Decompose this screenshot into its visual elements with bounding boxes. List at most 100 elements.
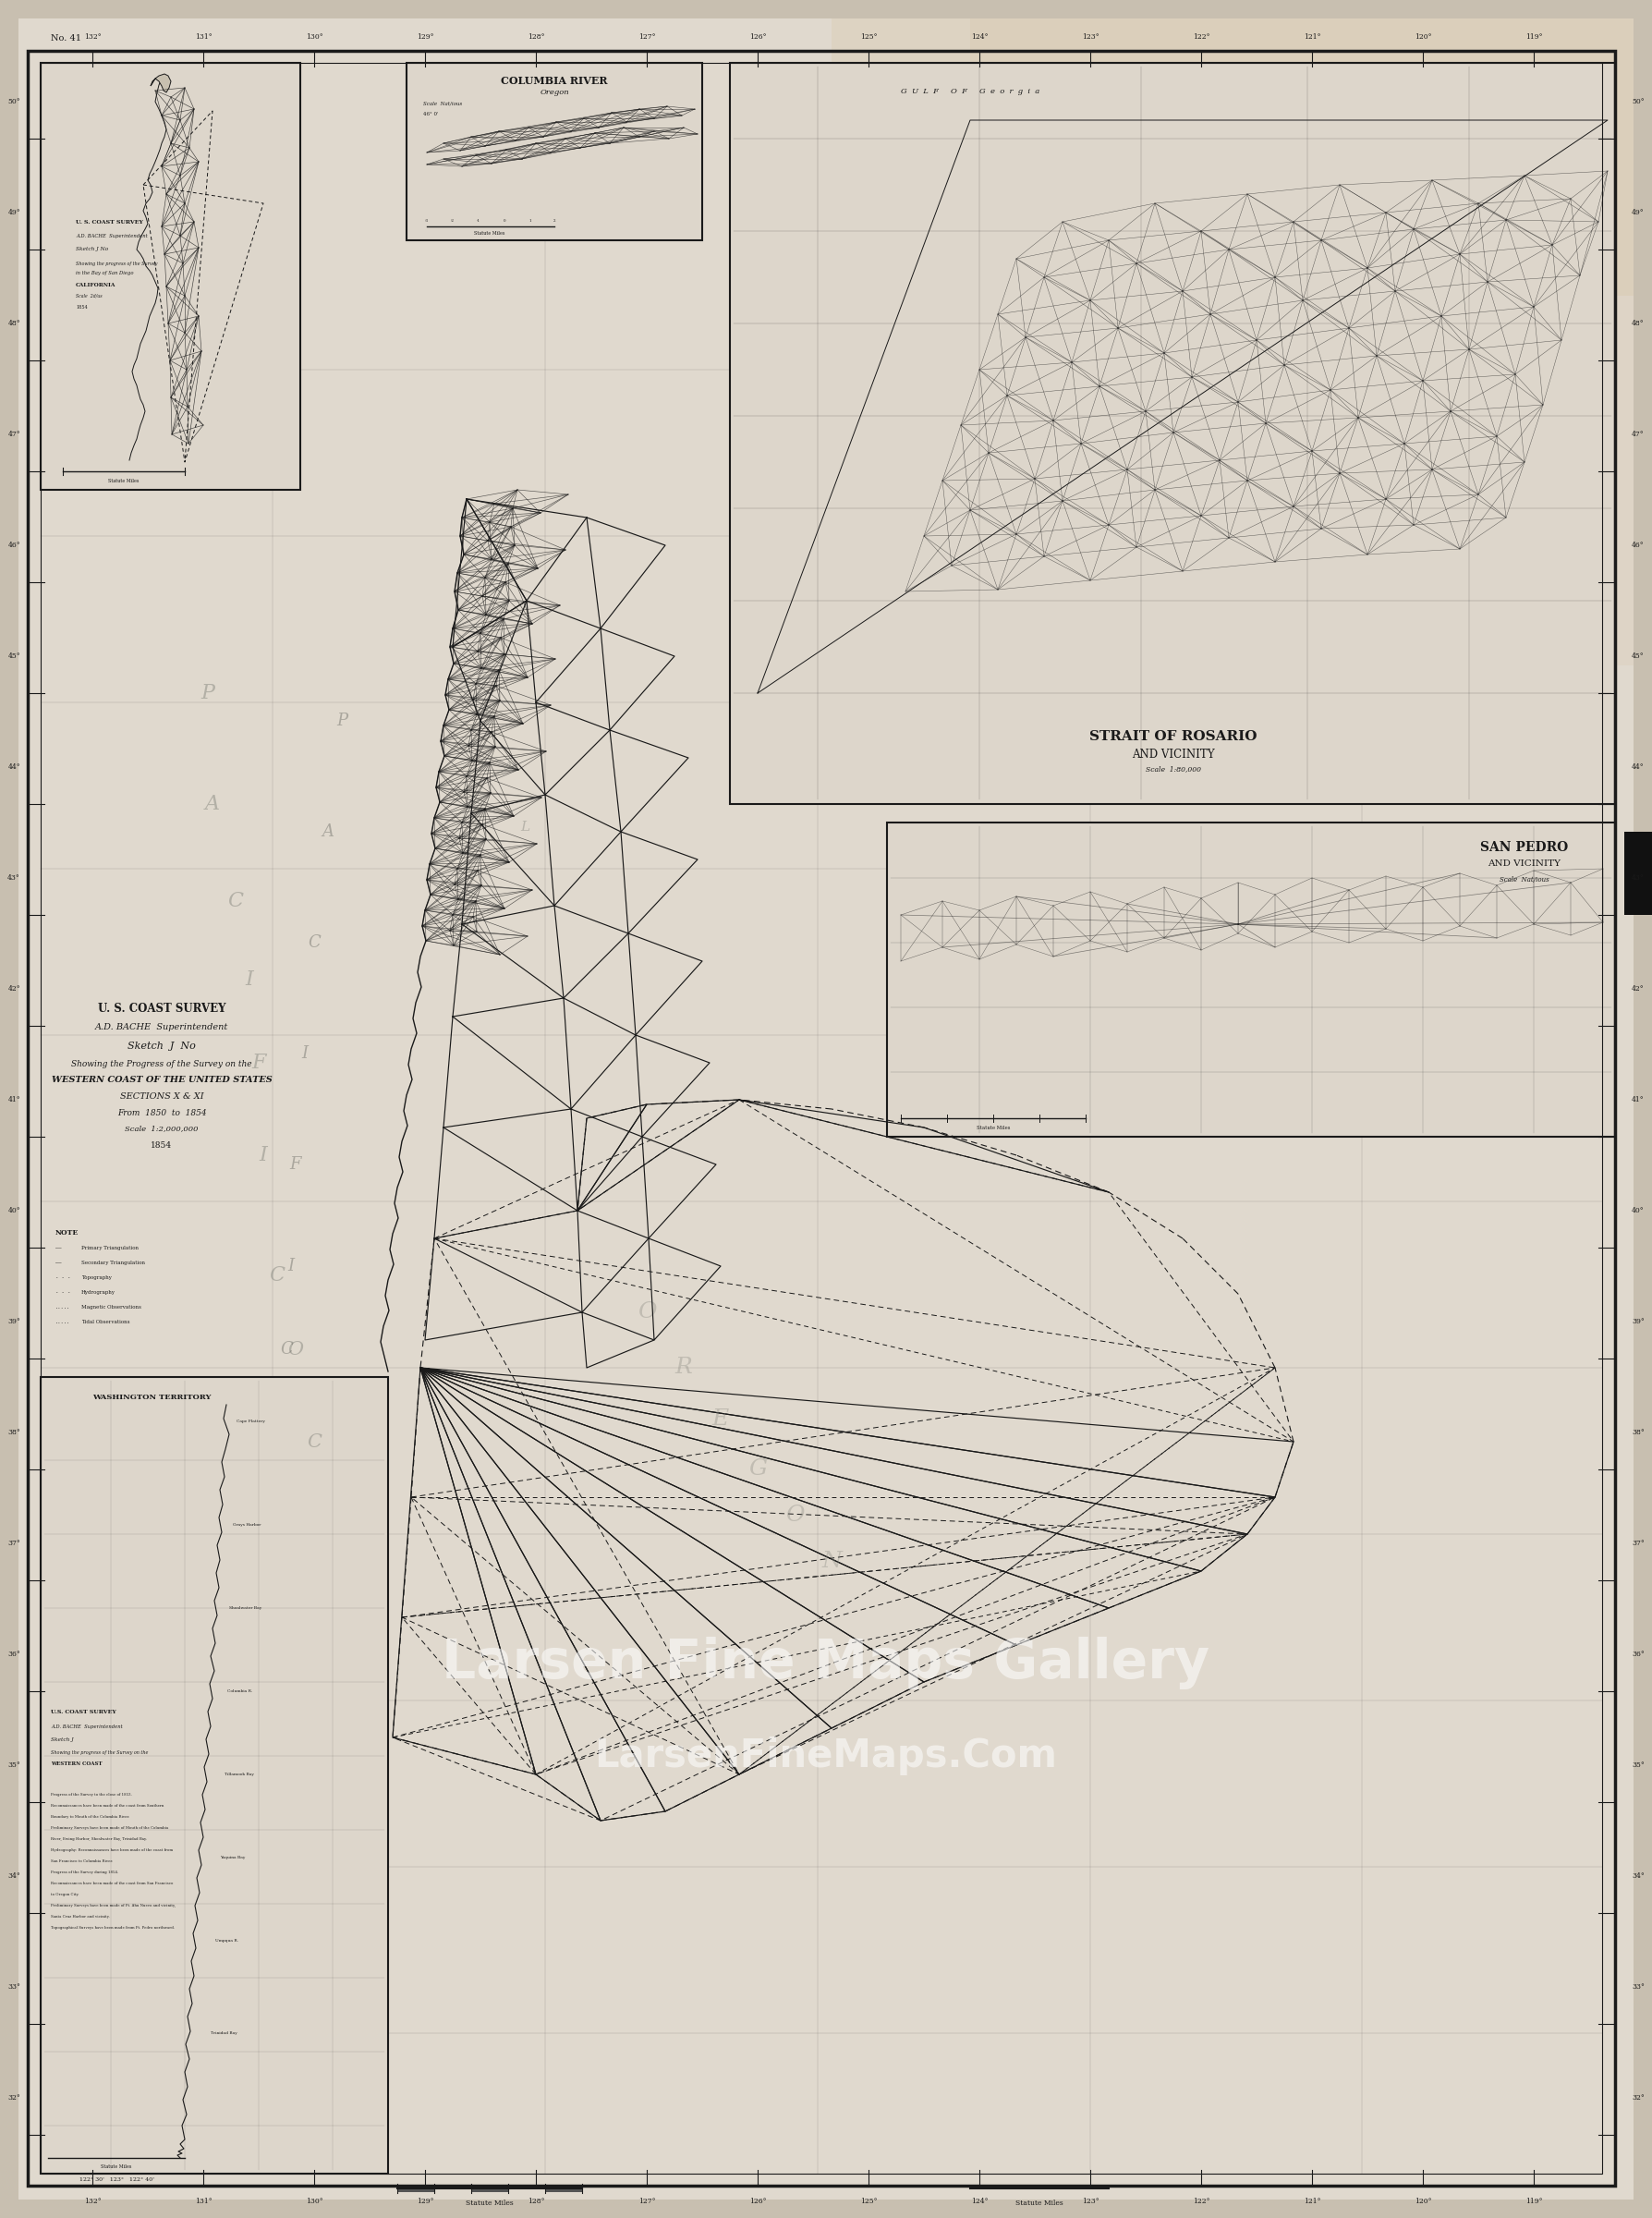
Text: Statute Miles: Statute Miles	[109, 479, 139, 484]
Text: River, Ewing Harbor, Shoalwater Bay, Trinidad Bay.: River, Ewing Harbor, Shoalwater Bay, Tri…	[51, 1837, 147, 1841]
Text: Hydrography: Hydrography	[81, 1291, 116, 1295]
Text: U. S. COAST SURVEY: U. S. COAST SURVEY	[76, 220, 144, 224]
Text: C: C	[307, 1433, 322, 1451]
Text: 46°: 46°	[1632, 541, 1644, 548]
Text: From  1850  to  1854: From 1850 to 1854	[117, 1109, 206, 1118]
Text: 35°: 35°	[8, 1761, 20, 1770]
Text: CALIFORNIA: CALIFORNIA	[76, 282, 116, 286]
Text: A: A	[322, 823, 334, 841]
Text: 130°: 130°	[306, 33, 322, 40]
Text: 41°: 41°	[1632, 1096, 1644, 1102]
Text: Tillamook Bay: Tillamook Bay	[225, 1772, 254, 1777]
Text: 120°: 120°	[1414, 2198, 1431, 2205]
Text: AND VICINITY: AND VICINITY	[1488, 858, 1561, 867]
Text: 126°: 126°	[748, 2198, 767, 2205]
Text: Progress of the Survey during 1854.: Progress of the Survey during 1854.	[51, 1870, 119, 1874]
Text: 1854: 1854	[150, 1142, 172, 1149]
Text: 33°: 33°	[8, 1983, 20, 1992]
Text: 121°: 121°	[1303, 2198, 1320, 2205]
Text: 47°: 47°	[1632, 430, 1644, 437]
Text: Sketch J No: Sketch J No	[76, 246, 109, 253]
Text: A: A	[205, 794, 220, 814]
Text: 129°: 129°	[416, 33, 433, 40]
Text: Yaquina Bay: Yaquina Bay	[220, 1856, 244, 1859]
Text: 43°: 43°	[8, 874, 20, 881]
Bar	[41, 62, 301, 490]
Text: - - -: - - -	[56, 1275, 71, 1280]
Text: Statute Miles: Statute Miles	[1016, 2200, 1064, 2207]
Text: 45°: 45°	[8, 652, 20, 661]
Text: Reconnaissances have been made of the coast from San Francisco: Reconnaissances have been made of the co…	[51, 1881, 173, 1885]
Text: E: E	[712, 1408, 729, 1428]
Text: 121°: 121°	[1303, 33, 1320, 40]
Text: Umpqua R.: Umpqua R.	[215, 1939, 238, 1943]
Text: A.D. BACHE  Superintendent: A.D. BACHE Superintendent	[96, 1022, 228, 1031]
Text: Larsen Fine Maps Gallery: Larsen Fine Maps Gallery	[443, 1637, 1209, 1690]
Text: Boundary to Mouth of the Columbia River.: Boundary to Mouth of the Columbia River.	[51, 1814, 129, 1819]
Text: 131°: 131°	[195, 33, 211, 40]
Text: Preliminary Surveys have been made of Mouth of the Columbia: Preliminary Surveys have been made of Mo…	[51, 1825, 169, 1830]
Text: 122°: 122°	[1193, 2198, 1209, 2205]
Bar	[396, 2185, 434, 2191]
Text: 49°: 49°	[1632, 208, 1644, 215]
Text: U.S. COAST SURVEY: U.S. COAST SURVEY	[51, 1710, 116, 1715]
Text: 32°: 32°	[8, 2094, 20, 2103]
Text: Magnetic Observations: Magnetic Observations	[81, 1304, 142, 1309]
Polygon shape	[150, 73, 170, 93]
Text: Reconnaissances have been made of the coast from Southern: Reconnaissances have been made of the co…	[51, 1803, 164, 1808]
Text: 123°: 123°	[1082, 2198, 1099, 2205]
Text: 122°: 122°	[1193, 33, 1209, 40]
Text: WESTERN COAST: WESTERN COAST	[51, 1761, 102, 1766]
Text: in the Bay of San Diego: in the Bay of San Diego	[76, 271, 134, 275]
Text: 131°: 131°	[195, 2198, 211, 2205]
Bar	[545, 2185, 582, 2191]
Text: I: I	[259, 1144, 268, 1164]
Text: A: A	[504, 761, 514, 774]
Text: U. S. COAST SURVEY: U. S. COAST SURVEY	[97, 1003, 226, 1016]
Text: 128°: 128°	[527, 33, 545, 40]
Text: 119°: 119°	[1525, 33, 1543, 40]
Bar	[831, 18, 1634, 295]
Text: Columbia R.: Columbia R.	[228, 1690, 253, 1692]
Text: No. 41: No. 41	[51, 35, 81, 42]
Text: 130°: 130°	[306, 2198, 322, 2205]
Text: L: L	[520, 821, 530, 834]
Text: Shoalwater Bay: Shoalwater Bay	[230, 1606, 261, 1610]
Text: 40°: 40°	[8, 1207, 20, 1215]
Text: .....: .....	[56, 1304, 71, 1309]
Text: 34°: 34°	[1632, 1872, 1644, 1881]
Text: 120°: 120°	[1414, 33, 1431, 40]
Text: I: I	[302, 1045, 309, 1062]
Text: C: C	[228, 892, 243, 912]
Text: 46°: 46°	[8, 541, 20, 548]
Text: 47°: 47°	[8, 430, 20, 437]
Text: 36°: 36°	[1632, 1650, 1644, 1659]
Text: -1: -1	[477, 220, 481, 222]
Text: 44°: 44°	[8, 763, 20, 770]
Text: I: I	[246, 969, 253, 989]
Text: Statute Miles: Statute Miles	[474, 231, 506, 235]
Text: 1854: 1854	[76, 304, 88, 308]
Text: N: N	[821, 1550, 841, 1573]
Text: 0: 0	[504, 220, 506, 222]
Text: 49°: 49°	[8, 208, 20, 215]
Text: R: R	[676, 1357, 692, 1377]
Text: 123°: 123°	[1082, 33, 1099, 40]
Text: 46° 0': 46° 0'	[423, 111, 438, 115]
Text: Trinidad Bay: Trinidad Bay	[211, 2032, 238, 2036]
Text: Sketch J: Sketch J	[51, 1737, 74, 1741]
Text: Statute Miles: Statute Miles	[101, 2165, 132, 2169]
Text: Statute Miles: Statute Miles	[466, 2200, 514, 2207]
Text: 32°: 32°	[1632, 2094, 1644, 2103]
Text: SECTIONS X & XI: SECTIONS X & XI	[121, 1091, 203, 1100]
Text: 124°: 124°	[971, 33, 988, 40]
Text: 48°: 48°	[1632, 319, 1644, 326]
Text: COLUMBIA RIVER: COLUMBIA RIVER	[501, 75, 608, 87]
Text: O: O	[287, 1340, 304, 1357]
Text: Statute Miles: Statute Miles	[976, 1125, 1009, 1131]
Text: Secondary Triangulation: Secondary Triangulation	[81, 1260, 145, 1264]
Text: ——: ——	[56, 1247, 61, 1251]
Text: 119°: 119°	[1525, 2198, 1543, 2205]
Text: STRAIT OF ROSARIO: STRAIT OF ROSARIO	[1090, 730, 1257, 743]
Text: Cape Flattery: Cape Flattery	[236, 1420, 264, 1424]
